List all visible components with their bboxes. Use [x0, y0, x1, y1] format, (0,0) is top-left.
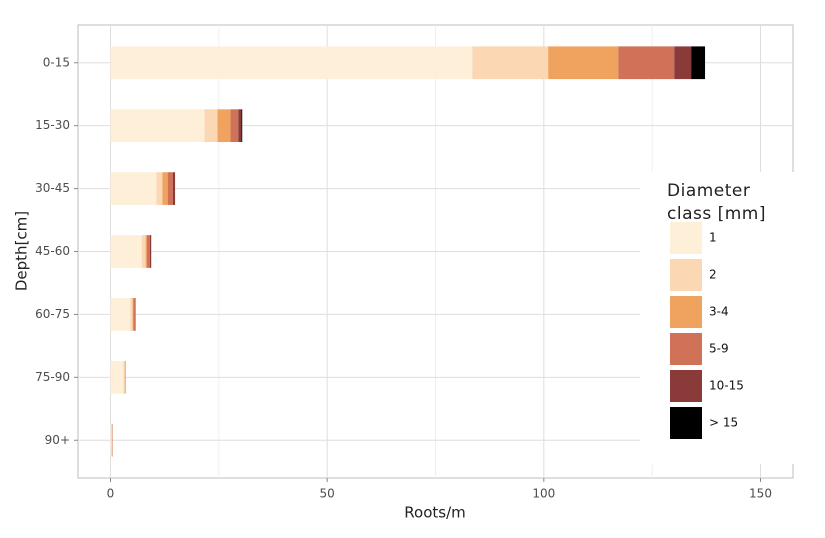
bar-segment: [141, 235, 146, 268]
bar-segment: [110, 423, 112, 457]
legend-key: [670, 296, 702, 328]
legend-box: [640, 172, 795, 464]
bar-segment: [132, 298, 134, 331]
bar-segment: [110, 109, 205, 143]
y-tick-label: 0-15: [43, 55, 70, 69]
legend-key: [670, 407, 702, 439]
bar-segment: [230, 109, 239, 143]
legend-key: [670, 370, 702, 402]
y-tick-label: 45-60: [35, 244, 70, 258]
bar-segment: [241, 109, 243, 143]
y-tick-label: 75-90: [35, 370, 70, 384]
bar-segment: [146, 235, 150, 268]
bar-segment: [472, 46, 549, 80]
bar-segment: [674, 46, 692, 80]
legend-title: Diameter class [mm]: [667, 181, 766, 224]
bar-segment: [110, 172, 157, 205]
bar-segment: [110, 298, 131, 331]
bar-segment: [618, 46, 675, 80]
bar-segment: [110, 235, 142, 268]
bar-segment: [130, 298, 133, 331]
legend-label: 5-9: [709, 342, 729, 356]
bar-segment: [149, 235, 152, 268]
bar-segment: [204, 109, 218, 143]
y-tick-label: 60-75: [35, 307, 70, 321]
x-tick-label: 0: [107, 487, 115, 501]
legend-label: 2: [709, 268, 717, 282]
bar-segment: [133, 298, 136, 331]
bar-segment: [110, 360, 124, 394]
legend-key: [670, 259, 702, 291]
legend-key: [670, 222, 702, 254]
legend-label: 10-15: [709, 379, 744, 393]
legend-label: 1: [709, 231, 717, 245]
legend-label: > 15: [709, 416, 738, 430]
bar-segment: [156, 172, 163, 205]
legend-key: [670, 333, 702, 365]
bar-segment: [548, 46, 619, 80]
bar-segment: [691, 46, 706, 80]
x-tick-label: 50: [320, 487, 335, 501]
x-axis-title: Roots/m: [404, 504, 465, 522]
y-tick-label: 30-45: [35, 181, 70, 195]
bar-segment: [217, 109, 231, 143]
bar-segment: [167, 172, 173, 205]
x-tick-label: 100: [532, 487, 555, 501]
bar-segment: [123, 360, 125, 394]
y-tick-label: 90+: [45, 433, 70, 447]
legend-label: 3-4: [709, 305, 729, 319]
y-tick-label: 15-30: [35, 118, 70, 132]
bar-segment: [145, 235, 147, 268]
bar-segment: [162, 172, 168, 205]
bar-segment: [172, 172, 176, 205]
bar-segment: [238, 109, 242, 143]
x-tick-label: 150: [749, 487, 772, 501]
y-axis-title: Depth[cm]: [13, 211, 31, 291]
bar-segment: [110, 46, 473, 80]
